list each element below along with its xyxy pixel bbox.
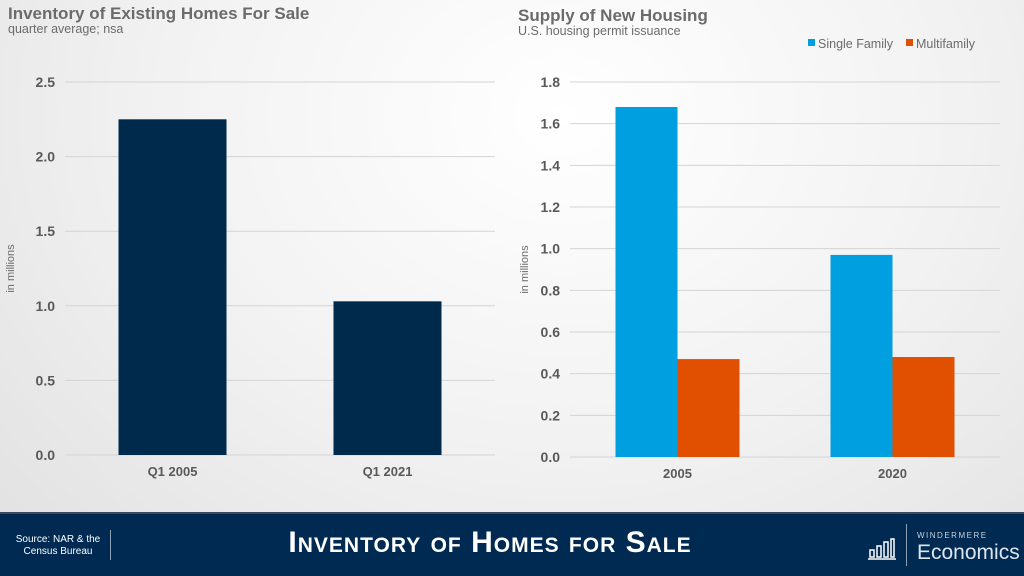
legend-label: Single Family xyxy=(818,37,894,51)
y-tick-label: 1.8 xyxy=(541,74,561,90)
bar-Q1-2021 xyxy=(333,301,442,455)
bar-2020-multifamily xyxy=(892,357,955,457)
right-chart-title: Supply of New Housing xyxy=(518,6,708,25)
y-tick-label: 1.5 xyxy=(36,223,56,239)
y-tick-label: 0.8 xyxy=(541,282,561,298)
y-tick-label: 0.5 xyxy=(36,372,56,388)
source-note: Source: NAR & the Census Bureau xyxy=(15,534,101,557)
x-tick-label: Q1 2005 xyxy=(148,464,198,479)
y-tick-label: 0.0 xyxy=(541,449,561,465)
bar-2005-multifamily xyxy=(677,359,740,457)
y-tick-label: 1.0 xyxy=(541,241,561,257)
bar-chart-icon xyxy=(868,538,896,560)
bar-2020-single-family xyxy=(830,254,893,457)
bar-Q1-2005 xyxy=(118,119,227,456)
y-tick-label: 0.2 xyxy=(541,407,561,423)
divider xyxy=(110,530,111,560)
y-tick-label: 0.6 xyxy=(541,324,561,340)
left-chart: 0.0 0.5 1.0 1.5 2.0 2.5 in millions Q1 2005 Q1 2… xyxy=(5,74,495,479)
divider xyxy=(906,524,907,566)
y-tick-label: 0.4 xyxy=(541,366,561,382)
bar-2005-single-family xyxy=(615,107,678,457)
y-tick-label: 1.0 xyxy=(36,298,56,314)
y-axis-label: in millions xyxy=(519,245,531,294)
left-chart-subtitle: quarter average; nsa xyxy=(8,22,124,36)
y-axis-label: in millions xyxy=(5,244,17,293)
x-tick-label: Q1 2021 xyxy=(363,464,413,479)
brand-top: WINDERMERE xyxy=(917,531,988,540)
y-tick-label: 0.0 xyxy=(36,447,56,463)
y-tick-label: 2.5 xyxy=(36,74,56,90)
right-chart: 0.0 0.2 0.4 0.6 0.8 1.0 1.2 1.4 1.6 1.8 in million… xyxy=(519,37,1000,481)
y-tick-label: 2.0 xyxy=(36,149,56,165)
footer-banner: Source: NAR & the Census Bureau Inventor… xyxy=(0,512,1024,576)
right-chart-subtitle: U.S. housing permit issuance xyxy=(518,24,681,38)
legend-swatch-multifamily xyxy=(906,39,913,46)
y-tick-label: 1.4 xyxy=(541,157,561,173)
legend-swatch-single-family xyxy=(808,39,815,46)
x-tick-label: 2005 xyxy=(663,466,692,481)
brand-logo: Economics xyxy=(917,541,1020,564)
slide-title: Inventory of Homes for Sale xyxy=(288,526,692,559)
left-chart-title: Inventory of Existing Homes For Sale xyxy=(8,4,310,23)
x-tick-label: 2020 xyxy=(878,466,907,481)
y-tick-label: 1.6 xyxy=(541,116,561,132)
legend-label: Multifamily xyxy=(916,37,976,51)
y-tick-label: 1.2 xyxy=(541,199,561,215)
